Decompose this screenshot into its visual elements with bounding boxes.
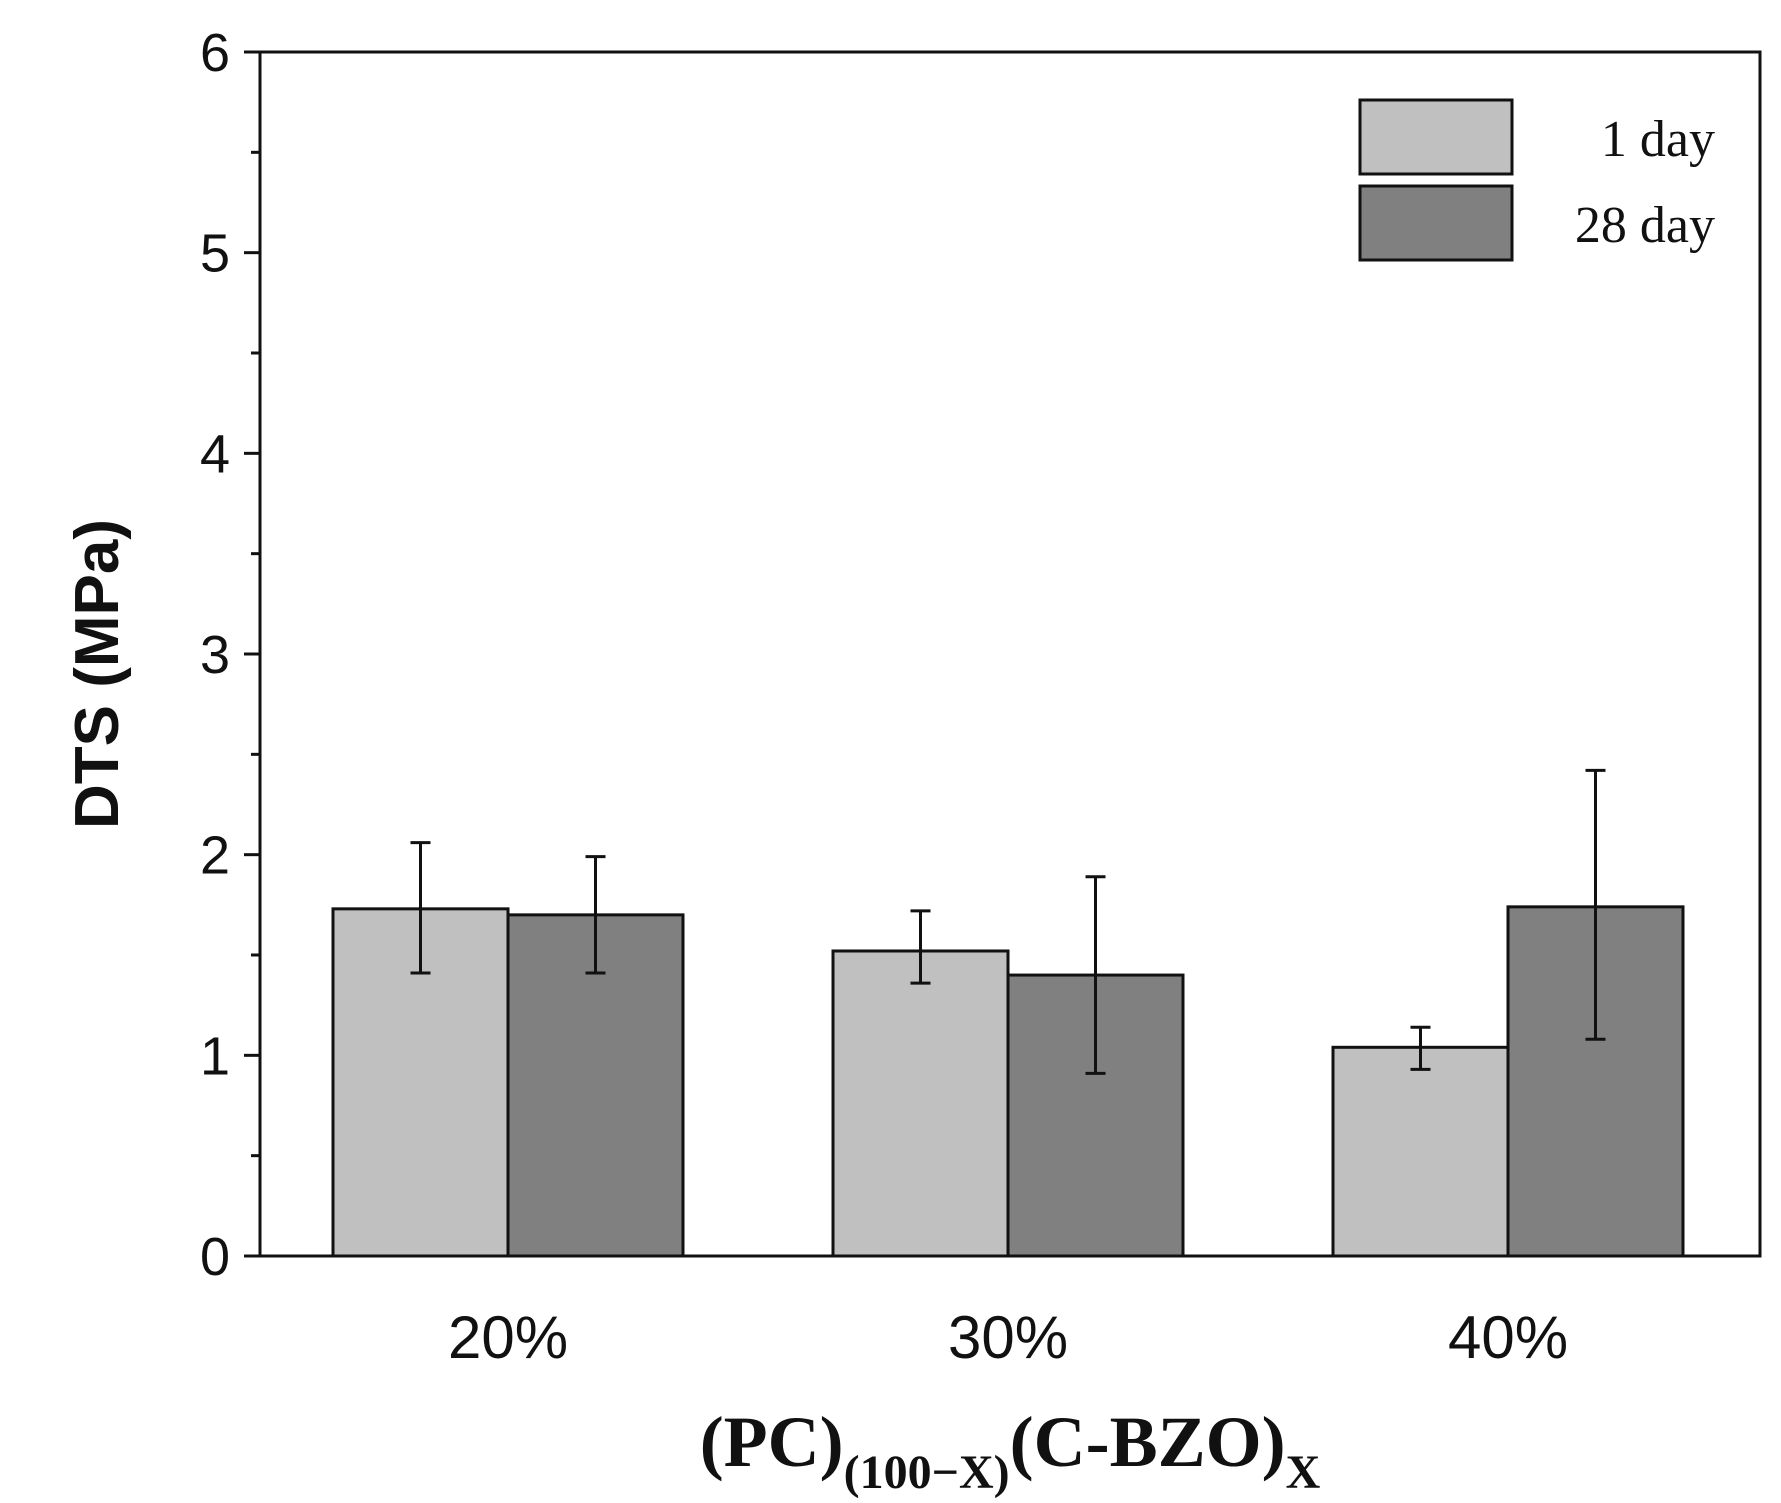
legend-label-28-day: 28 day — [1575, 197, 1715, 254]
x-tick-label: 30% — [948, 1304, 1068, 1371]
error-bar — [585, 855, 606, 975]
y-tick-label: 4 — [200, 424, 230, 484]
y-axis: 0 1 2 3 4 5 6 — [200, 23, 260, 1287]
y-tick-label: 0 — [200, 1227, 230, 1287]
error-bar — [1085, 875, 1106, 1075]
x-tick-label: 40% — [1448, 1304, 1568, 1371]
bars-layer — [331, 905, 1685, 1258]
x-axis-label: (PC)(100−X)(C-BZO)X — [700, 1402, 1321, 1499]
y-tick-label: 3 — [200, 625, 230, 685]
y-tick-label: 5 — [200, 224, 230, 284]
error-bar — [1410, 1025, 1431, 1071]
legend-swatch-28-day — [1358, 184, 1514, 262]
error-bar — [910, 909, 931, 985]
legend-label-1-day: 1 day — [1601, 111, 1715, 168]
legend-swatch-1-day — [1358, 98, 1514, 176]
bar-1-day-30pct — [831, 949, 1010, 1258]
x-axis-label-subscript-2: X — [1286, 1446, 1321, 1499]
bar-1-day-40pct — [1331, 1045, 1510, 1258]
y-tick-label: 6 — [200, 23, 230, 83]
x-tick-label: 20% — [448, 1304, 568, 1371]
x-axis-label-main: (PC) — [700, 1402, 844, 1482]
y-tick-label: 1 — [200, 1026, 230, 1086]
error-bars-layer — [410, 768, 1606, 1075]
error-bar — [410, 841, 431, 975]
error-bar — [1585, 768, 1606, 1041]
x-axis: 20% 30% 40% — [448, 1304, 1568, 1371]
y-tick-label: 2 — [200, 826, 230, 886]
x-axis-label-subscript-1: (100−X) — [844, 1446, 1010, 1499]
legend: 1 day 28 day — [1358, 98, 1715, 262]
x-axis-label-main-2: (C-BZO) — [1010, 1402, 1286, 1482]
y-axis-label: DTS (MPa) — [63, 519, 132, 829]
